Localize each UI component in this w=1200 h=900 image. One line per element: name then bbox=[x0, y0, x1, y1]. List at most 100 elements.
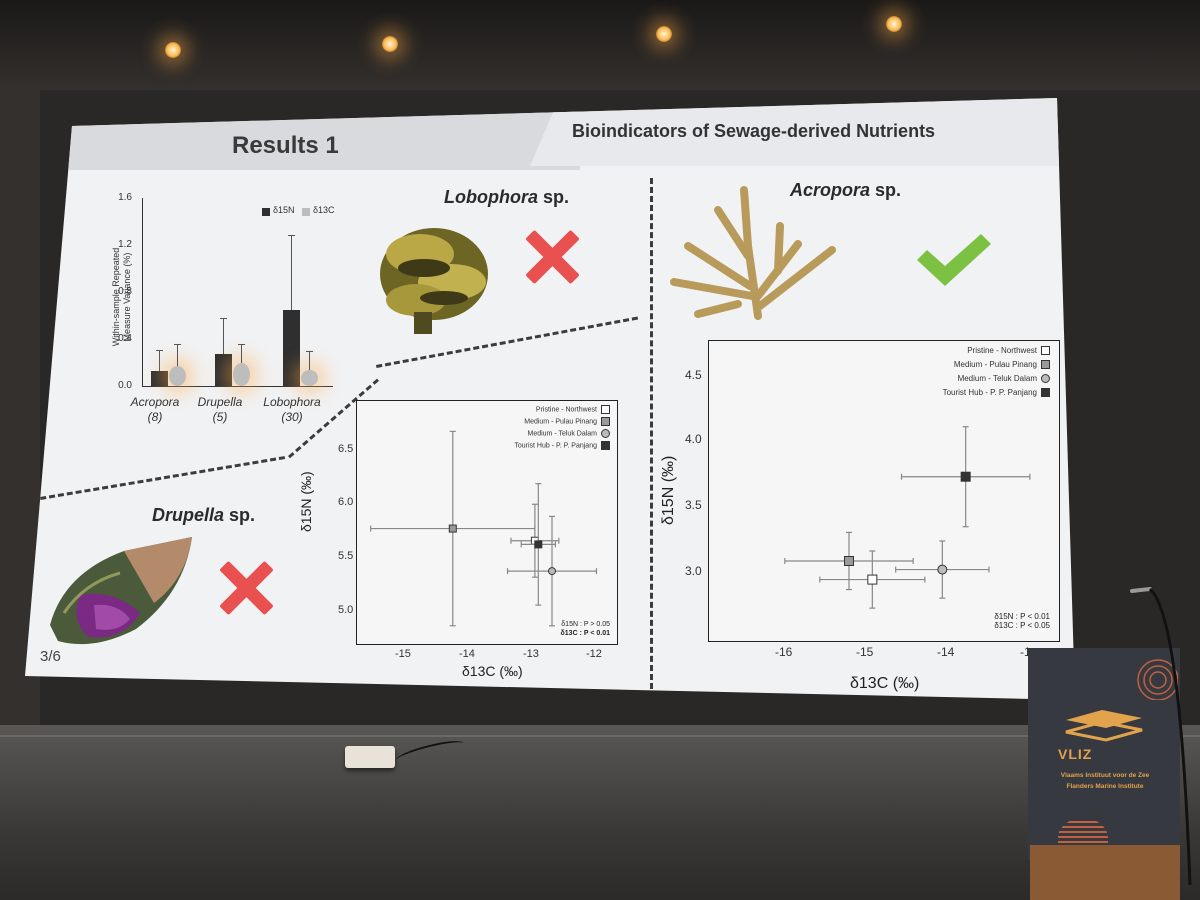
drupella-legend-item: Tourist Hub - P. P. Panjang bbox=[470, 441, 610, 450]
drupella-legend-item: Medium - Teluk Dalam bbox=[470, 429, 610, 438]
acropora-xtick: -14 bbox=[937, 645, 955, 659]
scatter-point-3 bbox=[520, 483, 557, 606]
scatterSmall-marks bbox=[370, 430, 598, 627]
bar-ytick: 0.4 bbox=[118, 333, 132, 344]
error-cap bbox=[174, 343, 181, 345]
bar-ytick: 1.6 bbox=[118, 192, 132, 203]
ceiling-light bbox=[165, 42, 181, 58]
error-bar bbox=[223, 319, 224, 355]
error-bar bbox=[241, 344, 242, 363]
bar-chart-axes bbox=[142, 198, 333, 387]
bar-c13-0 bbox=[169, 366, 186, 386]
bar-ytick: 1.2 bbox=[118, 239, 132, 250]
scatter-point-2 bbox=[506, 515, 598, 627]
acropora-legend-item: Medium - Pulau Pinang bbox=[850, 360, 1050, 370]
scatter-point-3 bbox=[900, 426, 1031, 528]
drupella-legend-item: Pristine - Northwest bbox=[470, 405, 610, 414]
scatter-marker bbox=[867, 574, 878, 585]
microphone-icon bbox=[1130, 587, 1192, 885]
lobophora-photo bbox=[380, 228, 488, 334]
lectern-decor-rings bbox=[1137, 659, 1178, 700]
stage-floor bbox=[0, 725, 1200, 900]
error-bar bbox=[177, 344, 178, 367]
error-cap bbox=[238, 343, 245, 345]
drupella-ytick: 5.0 bbox=[338, 604, 354, 616]
acropora-legend-item: Pristine - Northwest bbox=[850, 346, 1050, 356]
slide-number: 3/6 bbox=[40, 648, 61, 665]
error-bar bbox=[159, 350, 160, 371]
scatter-marker bbox=[937, 564, 948, 575]
error-cap bbox=[288, 234, 295, 236]
bar-c13-2 bbox=[301, 369, 318, 386]
drupella-stats: δ15N : P > 0.05 δ13C : P < 0.01 bbox=[560, 621, 610, 637]
scatter-marker bbox=[448, 524, 457, 533]
acropora-legend-item: Medium - Teluk Dalam bbox=[850, 374, 1050, 384]
species-label-acropora: Acropora sp. bbox=[790, 180, 902, 200]
error-cap bbox=[306, 350, 313, 352]
cross-mark-icon bbox=[218, 560, 274, 616]
drupella-ytick: 5.5 bbox=[338, 550, 354, 562]
error-cap bbox=[156, 349, 163, 351]
acropora-ylabel: δ15N (‰) bbox=[660, 455, 677, 525]
slide-title: Results 1 bbox=[232, 132, 339, 159]
scatter-point-0 bbox=[819, 550, 926, 609]
bar-n15-0 bbox=[151, 370, 168, 386]
scatterLarge-marks bbox=[784, 426, 1031, 609]
ceiling-light bbox=[656, 26, 672, 42]
slide-subtitle: Bioindicators of Sewage-derived Nutrient… bbox=[572, 121, 936, 141]
acropora-ytick: 3.5 bbox=[685, 498, 702, 512]
vliz-logo-text: VLIZ bbox=[1058, 746, 1093, 762]
error-bar bbox=[309, 351, 310, 370]
lectern-base bbox=[1030, 845, 1180, 900]
acropora-ytick: 4.5 bbox=[685, 368, 702, 382]
bar-legend-c13: δ13C bbox=[313, 205, 335, 215]
divider-line-vertical bbox=[650, 178, 653, 698]
stage-edge bbox=[0, 735, 1200, 737]
scatter-marker bbox=[548, 567, 556, 576]
ceiling-light bbox=[382, 36, 398, 52]
legend-swatch-n15 bbox=[262, 208, 270, 216]
vliz-logo-icon bbox=[1065, 710, 1143, 742]
drupella-xtick: -12 bbox=[586, 648, 602, 660]
error-bar bbox=[291, 235, 292, 310]
vliz-tagline: Vlaams Instituut voor de Zee Flanders Mar… bbox=[1060, 772, 1150, 790]
legend-swatch-c13 bbox=[302, 208, 310, 216]
acropora-xtick: -1 bbox=[1020, 645, 1031, 659]
drupella-xlabel: δ13C (‰) bbox=[462, 663, 523, 679]
scatter-point-2 bbox=[895, 540, 990, 599]
acropora-ytick: 3.0 bbox=[685, 564, 702, 578]
bar-c13-1 bbox=[233, 362, 250, 386]
acropora-xtick: -16 bbox=[775, 645, 793, 659]
error-cap bbox=[220, 318, 227, 320]
bar-category-drupella: Drupella (5) bbox=[197, 395, 243, 424]
ceiling-light bbox=[886, 16, 902, 32]
divider-line bbox=[40, 456, 286, 500]
drupella-ylabel: δ15N (‰) bbox=[298, 471, 314, 532]
drupella-xtick: -13 bbox=[523, 648, 539, 660]
ceiling bbox=[0, 0, 1200, 90]
scatter-point-1 bbox=[370, 430, 536, 627]
drupella-xtick: -15 bbox=[395, 648, 411, 660]
bar-ytick: 0.8 bbox=[118, 286, 132, 297]
acropora-xtick: -15 bbox=[856, 645, 874, 659]
species-label-lobophora: Lobophora sp. bbox=[444, 187, 569, 207]
acropora-photo bbox=[670, 186, 836, 320]
drupella-photo bbox=[50, 537, 192, 645]
acropora-xlabel: δ13C (‰) bbox=[850, 675, 920, 692]
bar-ytick: 0.0 bbox=[118, 380, 132, 391]
bar-n15-2 bbox=[283, 309, 300, 386]
scatter-marker bbox=[534, 540, 543, 549]
cross-mark-icon bbox=[524, 229, 580, 285]
stage-device bbox=[345, 746, 395, 768]
bar-legend-n15: δ15N bbox=[273, 205, 295, 215]
drupella-legend-item: Medium - Pulau Pinang bbox=[470, 417, 610, 426]
acropora-legend-item: Tourist Hub - P. P. Panjang bbox=[850, 388, 1050, 398]
species-label-drupella: Drupella sp. bbox=[152, 505, 256, 525]
scatter-marker bbox=[844, 556, 854, 566]
acropora-stats: δ15N : P < 0.01 δ13C : P < 0.05 bbox=[994, 612, 1050, 630]
acropora-ytick: 4.0 bbox=[685, 432, 702, 446]
acropora-scatter-plot bbox=[708, 340, 1060, 642]
bar-category-acropora: Acropora (8) bbox=[130, 395, 180, 424]
